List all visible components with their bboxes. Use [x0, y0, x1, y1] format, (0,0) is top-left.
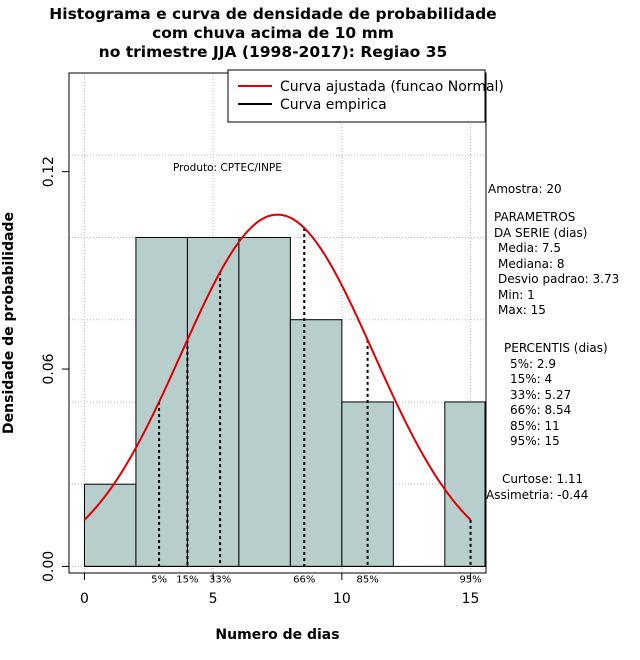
axes: 0 5 10 15 0.00 0.06 0.12: [41, 156, 479, 607]
x-axis-label: Numero de dias: [215, 627, 339, 643]
y-tick-label: 0.06: [41, 353, 57, 384]
stat-mediana: Mediana: 8: [498, 256, 565, 271]
percentile-label: 5%: [151, 574, 167, 585]
stat-p66: 66%: 8.54: [510, 403, 572, 417]
percentile-label: 33%: [209, 574, 231, 585]
histogram-bar: [186, 236, 240, 567]
legend: Curva ajustada (funcao Normal) Curva emp…: [227, 69, 504, 123]
fitted-normal-curve: [83, 213, 472, 521]
params-title-2: DA SERIE (dias): [494, 225, 588, 240]
histogram-bar: [289, 319, 343, 567]
x-tick-label: 15: [462, 591, 480, 607]
percentile-label: 15%: [176, 574, 198, 585]
chart-title: Histograma e curva de densidade de proba…: [0, 5, 546, 62]
stat-p85: 85%: 11: [510, 418, 560, 433]
percentis-title: PERCENTIS (dias): [504, 341, 608, 355]
title-line-3: no trimestre JJA (1998-2017): Regiao 35: [98, 43, 448, 61]
stat-curtose: Curtose: 1.11: [502, 472, 584, 486]
stat-p33: 33%: 5.27: [510, 387, 572, 402]
y-axis-label: Densidade de probabilidade: [1, 212, 17, 434]
x-tick-label: 5: [209, 591, 218, 607]
stat-min: Min: 1: [498, 287, 535, 302]
stat-desvio: Desvio padrao: 3.73: [498, 272, 620, 286]
x-tick-label: 0: [80, 591, 89, 607]
histogram-bars: [83, 236, 486, 567]
legend-box: [227, 69, 486, 123]
legend-label-fitted: Curva ajustada (funcao Normal): [280, 79, 504, 95]
y-tick-label: 0.00: [41, 551, 57, 582]
histogram-bar: [238, 236, 291, 567]
stat-max: Max: 15: [498, 303, 546, 317]
title-line-1: Histograma e curva de densidade de proba…: [49, 5, 497, 23]
x-tick-label: 10: [333, 591, 351, 607]
histogram-bar: [135, 236, 188, 567]
stat-assimetria: Assimetria: -0.44: [486, 487, 589, 502]
histogram-bar: [83, 483, 137, 567]
legend-label-empirical: Curva empirica: [280, 97, 387, 113]
product-annotation: Produto: CPTEC/INPE: [173, 162, 282, 174]
percentile-label: 85%: [356, 574, 378, 585]
percentile-label: 66%: [293, 574, 315, 585]
params-title-1: PARAMETROS: [494, 210, 576, 224]
stat-p15: 15%: 4: [510, 372, 553, 386]
stat-p5: 5%: 2.9: [510, 356, 556, 371]
stat-sample: Amostra: 20: [488, 182, 562, 196]
y-tick-label: 0.12: [41, 156, 57, 187]
histogram-bar: [444, 401, 486, 567]
stat-p95: 95%: 15: [510, 434, 560, 448]
stat-media: Media: 7.5: [498, 241, 561, 255]
title-line-2: com chuva acima de 10 mm: [152, 24, 394, 42]
